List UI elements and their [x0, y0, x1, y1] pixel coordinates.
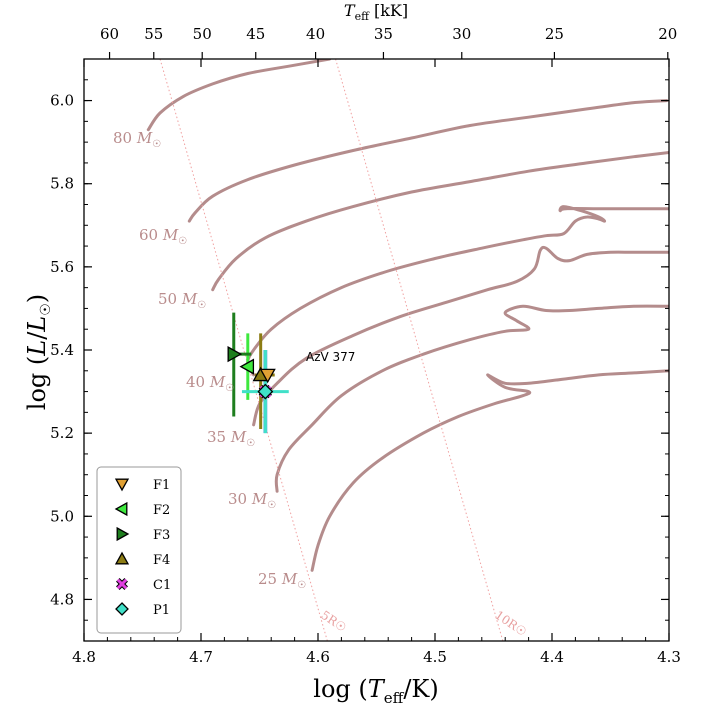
isoradius-line [159, 59, 328, 641]
track-40-msun [246, 205, 669, 377]
track-30-msun [274, 304, 669, 493]
y-tick-label: 5.8 [50, 175, 74, 193]
top-axis-title: Teff [kK] [344, 1, 408, 23]
x-tick-label: 4.4 [540, 648, 564, 666]
legend-marker-f2 [114, 501, 128, 517]
track-label-40: 40 M☉ [186, 373, 234, 394]
y-tick-label: 5.4 [50, 341, 74, 359]
isoradius-label: 10R☉ [492, 608, 529, 639]
legend-label-f3: F3 [153, 528, 170, 543]
legend: F1 F2 F3 F4 C1 P1 [96, 466, 182, 634]
marker-f2 [239, 358, 255, 375]
track-label-25: 25 M☉ [258, 570, 306, 591]
data-markers [227, 346, 276, 400]
marker-f1 [259, 368, 276, 384]
x-marker [116, 578, 128, 590]
top-tick-label: 20 [658, 25, 677, 43]
legend-marker-c1 [116, 578, 128, 590]
top-tick-label: 55 [144, 25, 163, 43]
track-35-msun [252, 245, 669, 427]
legend-label-f2: F2 [153, 503, 170, 518]
y-tick-label: 5.0 [50, 507, 74, 525]
y-axis-ticks: 4.8 5.0 5.2 5.4 5.6 5.8 6.0 [50, 58, 669, 642]
track-label-30: 30 M☉ [228, 490, 276, 511]
x-tick-label: 4.8 [72, 648, 96, 666]
track-25-msun [310, 369, 669, 572]
top-tick-label: 50 [193, 25, 212, 43]
legend-items: F1 F2 F3 F4 C1 P1 [114, 478, 171, 618]
y-axis-title: log (L/L☉) [23, 294, 54, 410]
marker-f3 [227, 346, 243, 363]
track-labels: 80 M☉ 60 M☉ 50 M☉ 40 M☉ 35 M☉ 30 M☉ 25 M☉ [113, 129, 306, 591]
top-tick-label: 25 [545, 25, 564, 43]
track-50-msun [211, 151, 669, 292]
track-label-60: 60 M☉ [139, 226, 187, 247]
y-tick-label: 5.6 [50, 258, 74, 276]
y-tick-label: 6.0 [50, 92, 74, 110]
legend-label-f4: F4 [153, 553, 170, 568]
legend-label-c1: C1 [153, 578, 171, 593]
top-tick-label: 30 [452, 25, 471, 43]
y-tick-label: 5.2 [50, 424, 74, 442]
y-tick-label: 4.8 [50, 590, 74, 608]
legend-label-p1: P1 [153, 603, 170, 618]
isoradius-lines [159, 59, 504, 641]
x-axis-ticks: 4.8 4.7 4.6 4.5 4.4 4.3 [72, 59, 681, 666]
top-tick-label: 40 [306, 25, 325, 43]
x-tick-label: 4.7 [189, 648, 213, 666]
track-label-35: 35 M☉ [207, 428, 255, 449]
legend-label-f1: F1 [153, 478, 170, 493]
top-axis-ticks: 60 55 50 45 40 35 30 25 20 [100, 25, 677, 59]
legend-marker-p1 [115, 602, 129, 616]
annotation-azv377: AzV 377 [306, 350, 355, 364]
legend-marker-f1 [114, 478, 130, 492]
track-80-msun [146, 59, 332, 132]
top-tick-label: 45 [246, 25, 265, 43]
legend-marker-f3 [116, 526, 130, 542]
isoradius-label: 5R☉ [318, 608, 349, 635]
top-tick-label: 60 [100, 25, 119, 43]
legend-marker-f4 [114, 551, 130, 565]
marker-p1 [257, 383, 274, 400]
track-60-msun [187, 99, 669, 223]
track-label-80: 80 M☉ [113, 129, 161, 150]
x-axis-title: log (Teff/K) [313, 675, 438, 707]
x-tick-label: 4.6 [306, 648, 330, 666]
top-tick-label: 35 [374, 25, 393, 43]
x-tick-label: 4.5 [423, 648, 447, 666]
x-tick-label: 4.3 [657, 648, 681, 666]
isoradius-line [335, 59, 504, 641]
evolutionary-tracks [146, 59, 669, 572]
track-label-50: 50 M☉ [158, 290, 206, 311]
